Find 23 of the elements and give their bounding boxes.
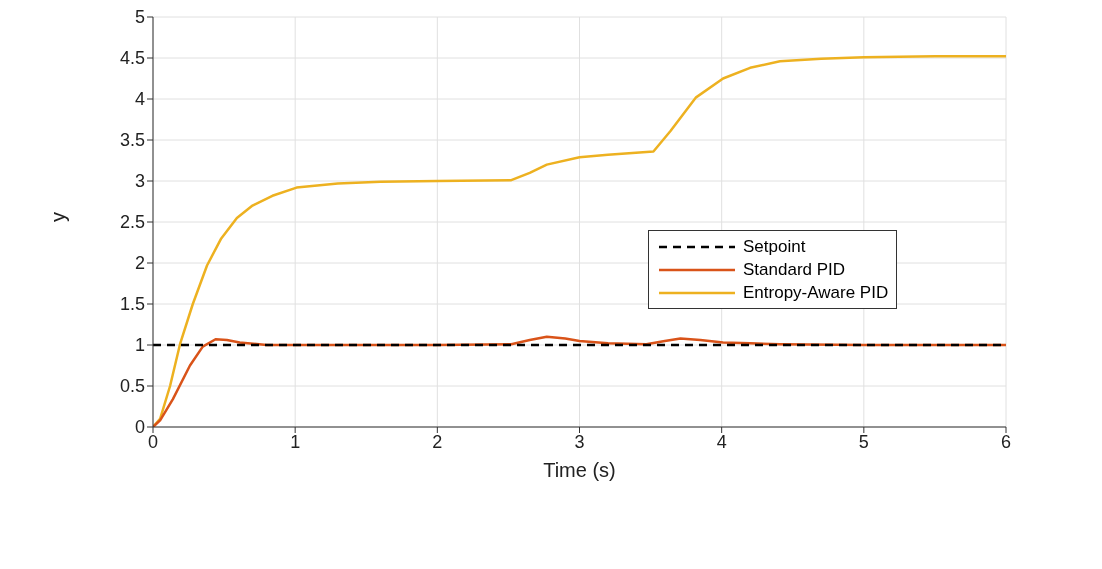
y-tick-label: 0 xyxy=(134,417,145,438)
y-tick-label: 3.5 xyxy=(119,130,145,151)
y-tick-label: 2.5 xyxy=(119,212,145,233)
legend-label: Entropy-Aware PID xyxy=(743,282,889,303)
x-tick-label: 4 xyxy=(716,431,727,452)
y-tick-label: 3 xyxy=(134,171,145,192)
y-axis-title: y xyxy=(47,212,70,222)
x-tick-label: 1 xyxy=(290,431,301,452)
y-tick-label: 4 xyxy=(134,89,145,110)
x-tick-label: 5 xyxy=(858,431,869,452)
legend-label: Setpoint xyxy=(743,236,806,257)
x-tick-label: 0 xyxy=(147,431,159,452)
x-tick-label: 6 xyxy=(1000,431,1012,452)
y-tick-label: 0.5 xyxy=(119,376,145,397)
x-tick-label: 3 xyxy=(574,431,585,452)
y-tick-label: 1 xyxy=(134,335,145,356)
x-axis-title: Time (s) xyxy=(543,459,616,481)
y-tick-label: 4.5 xyxy=(119,48,145,69)
y-tick-label: 1.5 xyxy=(119,294,145,315)
legend-label: Standard PID xyxy=(743,259,846,280)
y-tick-label: 5 xyxy=(134,7,145,28)
y-tick-label: 2 xyxy=(134,253,145,274)
x-tick-label: 2 xyxy=(432,431,443,452)
